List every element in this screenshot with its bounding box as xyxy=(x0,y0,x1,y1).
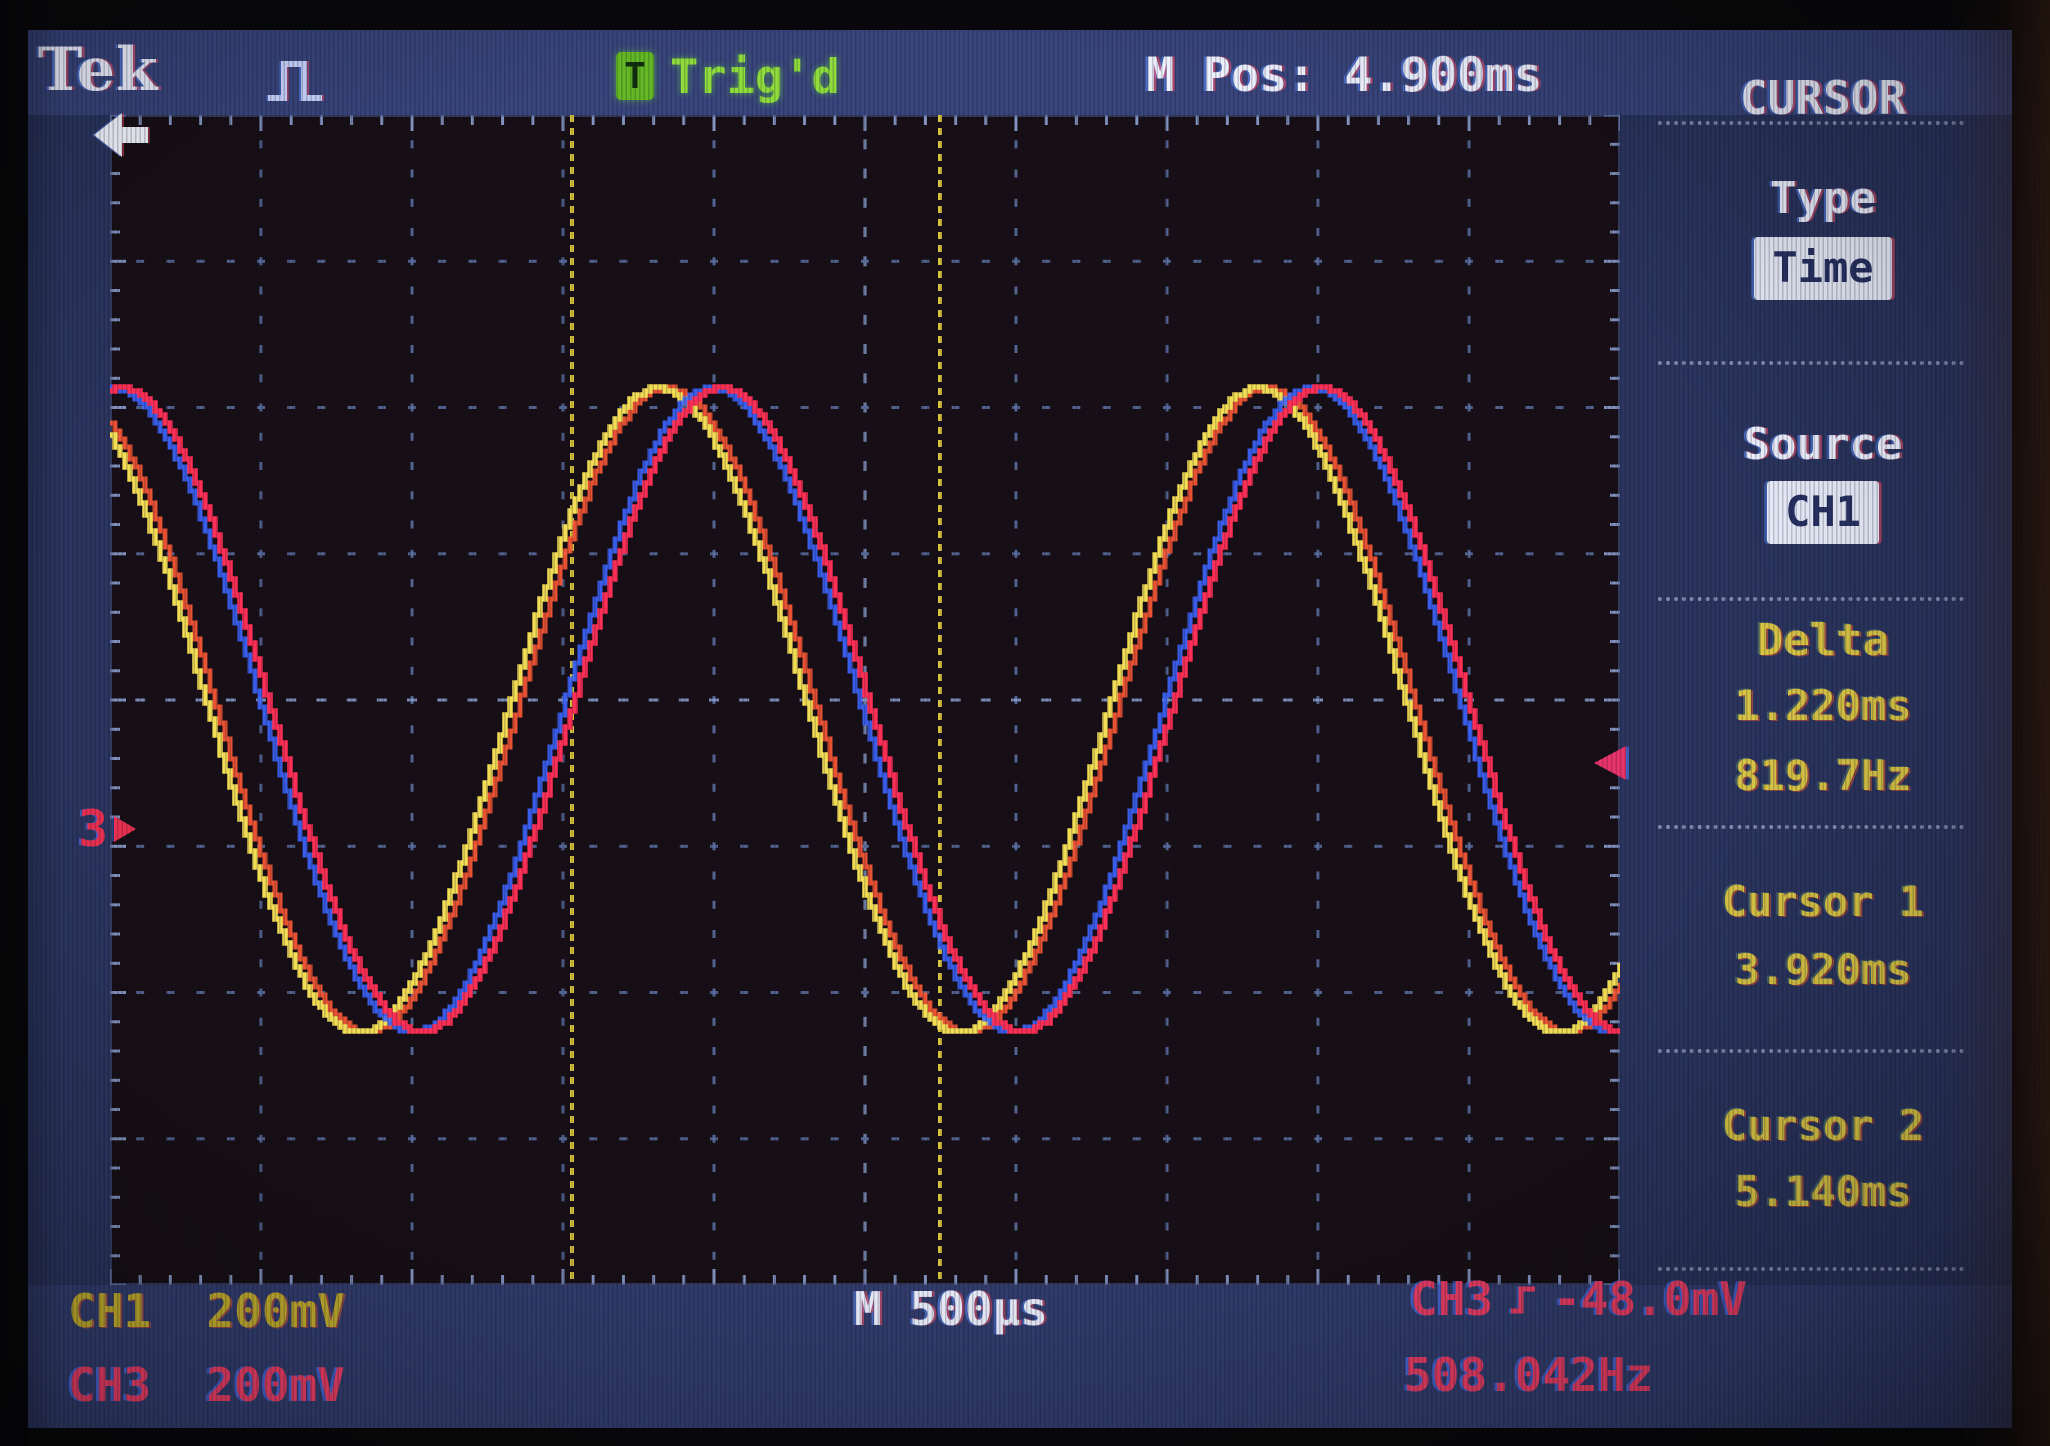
ch3-scale-readout: CH3 200mV xyxy=(68,1362,345,1408)
cursor1-value: 3.920ms xyxy=(1734,945,1912,994)
cursor2-value: 5.140ms xyxy=(1734,1167,1912,1216)
scope-screen: Tek T Trig'd M Pos: 4.900ms 3 CURSOR Typ… xyxy=(28,30,2012,1428)
menu-title: CURSOR xyxy=(1739,71,1907,125)
right-arrow-icon xyxy=(114,816,137,842)
waveform-display xyxy=(110,115,1620,1285)
cursor-source-button[interactable]: CH1 xyxy=(1767,481,1879,544)
cursor2-label: Cursor 2 xyxy=(1721,1101,1925,1150)
menu-separator xyxy=(1658,361,1964,365)
menu-separator xyxy=(1658,121,1964,125)
ch1-scale: 200mV xyxy=(206,1284,345,1338)
menu-separator xyxy=(1658,1049,1964,1053)
ch3-label: CH3 xyxy=(68,1358,152,1412)
tek-logo: Tek xyxy=(38,35,159,105)
trigger-t-icon: T xyxy=(616,52,654,100)
cursor-type-button[interactable]: Time xyxy=(1754,237,1892,300)
cursor-menu: CURSOR Type Time Source CH1 Delta 1.220m… xyxy=(1630,75,2016,1285)
ch3-ground-label: 3 xyxy=(78,800,109,858)
trigger-t-glyph: T xyxy=(624,55,646,97)
trigger-readout: CH3 -48.0mV xyxy=(1410,1276,1747,1322)
ch1-label: CH1 xyxy=(68,1284,152,1338)
menu-separator xyxy=(1658,825,1964,829)
timebase-readout: M 500μs xyxy=(854,1282,1048,1336)
ch3-ground-marker: 3 xyxy=(78,800,137,858)
ch3-scale: 200mV xyxy=(206,1358,345,1412)
trigger-source: CH3 xyxy=(1410,1272,1494,1326)
ch1-scale-readout: CH1 200mV xyxy=(68,1288,345,1334)
cursor-source-label: Source xyxy=(1743,419,1903,470)
trigger-pulse-icon xyxy=(268,61,322,101)
delta-label: Delta xyxy=(1756,615,1890,666)
delta-time-value: 1.220ms xyxy=(1734,681,1912,730)
trigger-level-arrow-icon xyxy=(1594,746,1626,780)
trigger-level: -48.0mV xyxy=(1553,1272,1747,1326)
delta-freq-value: 819.7Hz xyxy=(1734,751,1912,800)
cursor-source-option[interactable]: CH1 xyxy=(1630,481,2016,544)
m-pos-readout: M Pos: 4.900ms xyxy=(1146,48,1543,103)
menu-separator xyxy=(1658,1267,1964,1271)
cursor-type-option[interactable]: Time xyxy=(1630,237,2016,300)
trigger-status: Trig'd xyxy=(670,50,840,105)
trigger-position-arrow-icon xyxy=(94,113,148,157)
cursor-type-label: Type xyxy=(1770,173,1876,224)
cursor1-label: Cursor 1 xyxy=(1721,877,1925,926)
rising-slope-icon xyxy=(1511,1286,1536,1314)
menu-separator xyxy=(1658,597,1964,601)
trigger-frequency-readout: 508.042Hz xyxy=(1404,1348,1654,1402)
graticule-area xyxy=(110,115,1620,1285)
